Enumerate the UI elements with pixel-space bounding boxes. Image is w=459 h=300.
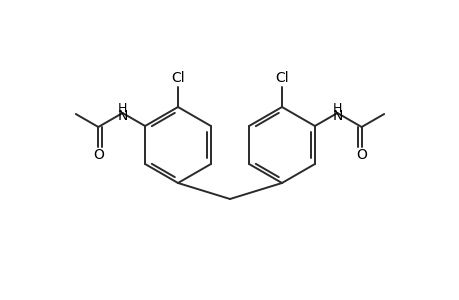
Text: N: N xyxy=(117,109,128,123)
Text: H: H xyxy=(332,101,341,115)
Text: N: N xyxy=(331,109,342,123)
Text: Cl: Cl xyxy=(171,71,185,85)
Text: O: O xyxy=(355,148,366,162)
Text: H: H xyxy=(118,101,127,115)
Text: O: O xyxy=(93,148,104,162)
Text: Cl: Cl xyxy=(274,71,288,85)
